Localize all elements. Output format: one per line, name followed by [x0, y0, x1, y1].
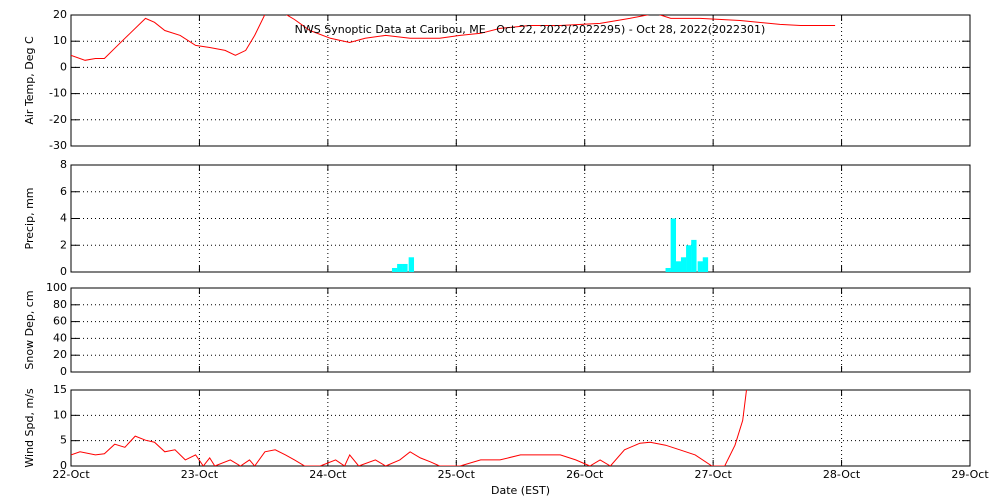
y-tick-label: -30 — [49, 139, 67, 152]
bar — [402, 263, 408, 272]
bar — [702, 257, 709, 272]
x-tick-label: 29-Oct — [951, 468, 989, 481]
y-tick-label: 0 — [60, 60, 67, 73]
y-tick-label: 6 — [60, 185, 67, 198]
plot-frame — [70, 164, 971, 273]
y-tick-label: 20 — [53, 348, 67, 361]
bar — [680, 257, 687, 272]
series — [391, 218, 709, 272]
x-tick-label: 27-Oct — [694, 468, 732, 481]
y-tick-label: -10 — [49, 87, 67, 100]
x-axis-label: Date (EST) — [491, 484, 550, 497]
bar — [697, 261, 703, 272]
y-axis-label: Air Temp, Deg C — [23, 36, 36, 125]
y-tick-label: 8 — [60, 158, 67, 171]
plot-frame — [70, 389, 971, 467]
y-tick-label: 4 — [60, 212, 67, 225]
y-tick-label: 15 — [53, 383, 67, 396]
y-tick-label: 10 — [53, 34, 67, 47]
y-tick-label: 20 — [53, 8, 67, 21]
data-line — [71, 15, 836, 61]
x-tick-label: 23-Oct — [181, 468, 219, 481]
y-tick-label: 5 — [60, 434, 67, 447]
data-line — [71, 390, 748, 466]
series — [71, 390, 748, 466]
x-tick-label: 22-Oct — [52, 468, 90, 481]
y-tick-label: -20 — [49, 113, 67, 126]
y-tick-label: 2 — [60, 238, 67, 251]
bar — [391, 267, 398, 272]
y-tick-label: 0 — [60, 265, 67, 278]
bar — [686, 245, 692, 272]
bar — [670, 218, 677, 272]
bar — [397, 263, 403, 272]
y-tick-label: 60 — [53, 315, 67, 328]
y-tick-label: 0 — [60, 365, 67, 378]
y-axis-label: Snow Dep, cm — [23, 290, 36, 369]
x-tick-label: 25-Oct — [438, 468, 476, 481]
y-axis-label: Precip, mm — [23, 188, 36, 250]
series — [71, 15, 836, 61]
plot-frame — [70, 14, 971, 147]
plot-frame — [70, 287, 971, 373]
bar — [691, 239, 697, 272]
y-tick-label: 100 — [46, 281, 67, 294]
y-tick-label: 40 — [53, 331, 67, 344]
x-tick-label: 24-Oct — [309, 468, 347, 481]
x-tick-label: 28-Oct — [823, 468, 861, 481]
bar — [408, 257, 415, 272]
y-tick-label: 0 — [60, 459, 67, 472]
y-axis-label: Wind Spd, m/s — [23, 388, 36, 468]
bar — [665, 267, 671, 272]
x-tick-label: 26-Oct — [566, 468, 604, 481]
chart-title: NWS Synoptic Data at Caribou, ME Oct 22,… — [295, 23, 766, 36]
bar — [675, 261, 682, 272]
y-tick-label: 80 — [53, 298, 67, 311]
y-tick-label: 10 — [53, 408, 67, 421]
